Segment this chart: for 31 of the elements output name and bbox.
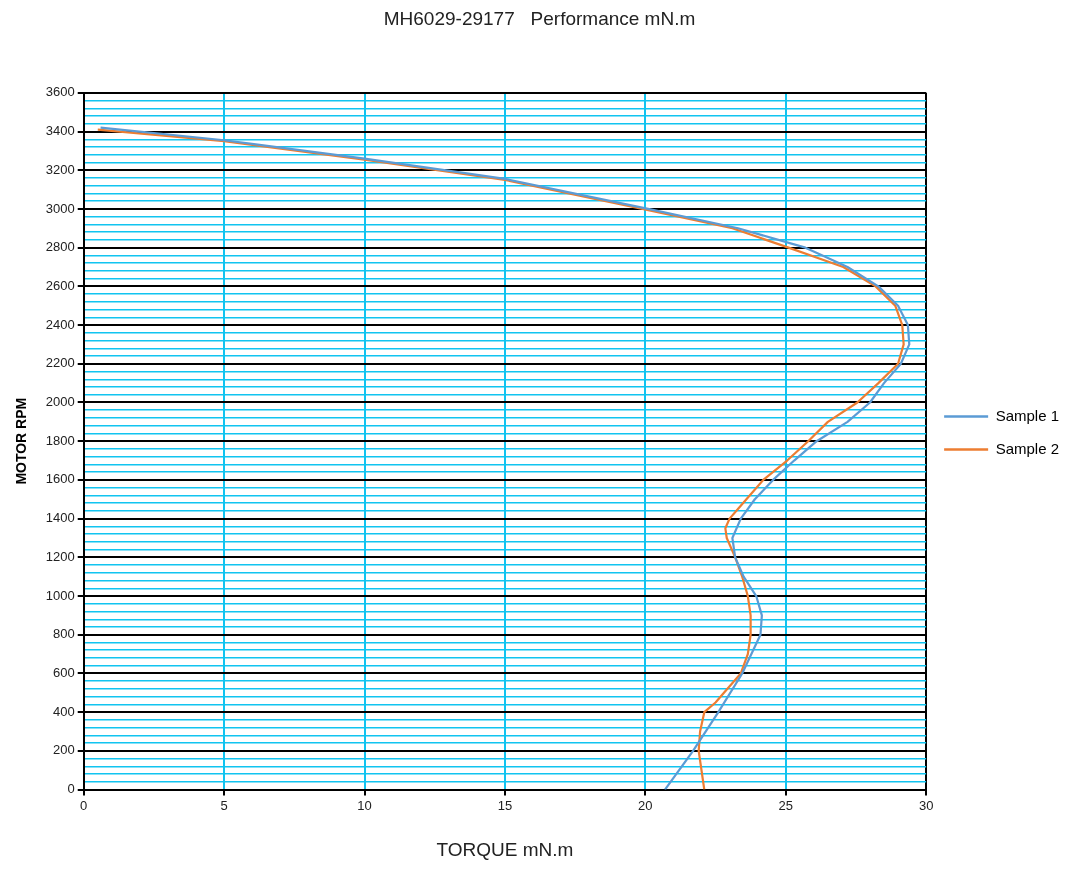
y-axis-title: MOTOR RPM: [13, 397, 30, 485]
y-tick-label: 2200: [45, 355, 75, 371]
y-tick-label: 1200: [45, 548, 75, 564]
y-tick-label: 600: [53, 665, 75, 681]
x-tick-label: 30: [918, 797, 934, 813]
chart-title: MH6029-29177 Performance mN.m: [383, 7, 696, 29]
y-tick-label: 0: [67, 781, 75, 797]
y-tick-label: 3200: [45, 161, 75, 177]
y-tick-label: 200: [53, 742, 75, 758]
y-tick-label: 1000: [45, 587, 75, 603]
x-axis-title: TORQUE mN.m: [436, 838, 574, 860]
legend-label: Sample 1: [995, 406, 1060, 424]
y-tick-label: 2800: [45, 239, 75, 255]
x-tick-label: 25: [778, 797, 793, 813]
y-tick-label: 3600: [45, 84, 75, 100]
y-tick-label: 2400: [45, 316, 75, 332]
legend-label: Sample 2: [995, 439, 1060, 457]
x-tick-label: 10: [357, 797, 372, 813]
y-tick-label: 800: [53, 626, 75, 642]
x-tick-label: 0: [80, 797, 88, 813]
y-tick-label: 2600: [45, 277, 75, 293]
x-tick-label: 15: [497, 797, 513, 813]
y-tick-label: 1800: [45, 432, 75, 448]
y-tick-label: 3400: [45, 123, 75, 139]
y-tick-label: 1600: [45, 471, 75, 487]
x-tick-label: 5: [220, 797, 228, 813]
x-tick-label: 20: [638, 797, 653, 813]
y-tick-label: 3000: [45, 200, 75, 216]
y-tick-label: 2000: [45, 394, 75, 410]
y-tick-label: 400: [53, 703, 75, 719]
y-tick-label: 1400: [45, 510, 75, 526]
